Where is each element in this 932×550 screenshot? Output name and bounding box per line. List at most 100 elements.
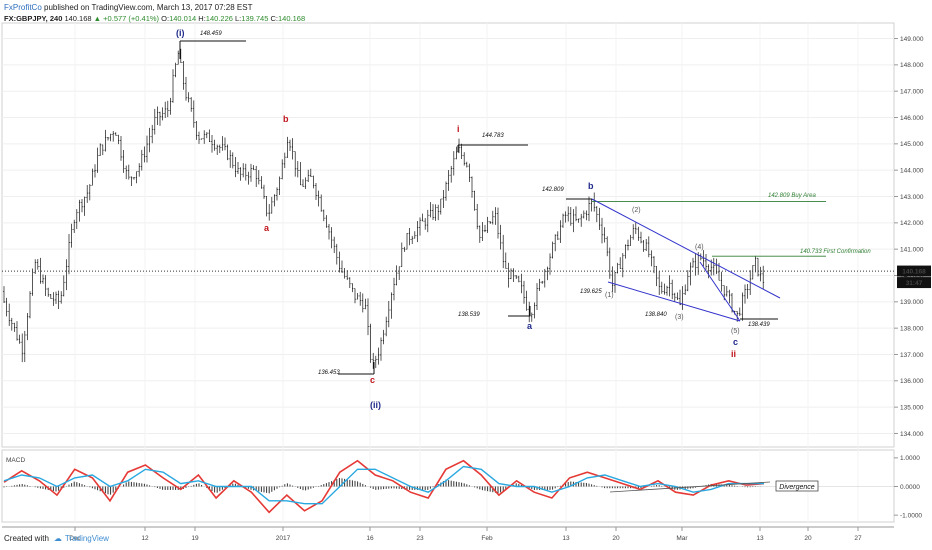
time-tick-label: 20	[804, 535, 812, 542]
wave-label-i-minor: (i)	[176, 28, 185, 38]
wave-label-b-blue: b	[588, 181, 594, 191]
time-tick-label: 27	[854, 535, 862, 542]
subwave-1: (1)	[605, 292, 614, 299]
wave-label-c-red: c	[370, 375, 375, 385]
subwave-4: (4)	[695, 244, 704, 251]
wave-label-i-red: i	[457, 124, 460, 134]
tradingview-logo[interactable]: ☁ TradingView	[54, 534, 109, 543]
countdown-tag-text: 31:47	[906, 280, 923, 287]
wave-label-ii-red: ii	[731, 349, 736, 359]
cloud-icon: ☁	[53, 534, 62, 543]
publisher-link[interactable]: FxProfitCo	[4, 3, 42, 12]
level-label-buy: 142.809 Buy Area	[768, 193, 816, 199]
wave-label-a-blue: a	[527, 321, 533, 331]
time-tick-label: 20	[612, 535, 620, 542]
price-tick-label: 143.000	[900, 194, 924, 201]
macd-title: MACD	[6, 457, 25, 464]
time-tick-label: 23	[416, 535, 424, 542]
level-lines	[592, 201, 826, 257]
price-labels: 148.459 144.783 142.809 139.625 138.539 …	[200, 31, 770, 376]
macd-line	[3, 459, 765, 514]
wave-label-a-red: a	[264, 223, 270, 233]
macd-series	[2, 459, 894, 514]
price-label-148: 148.459	[200, 31, 222, 37]
price-tick-label: 148.000	[900, 62, 924, 69]
price-pane-frame	[1, 22, 895, 448]
wedge-leg-line	[699, 261, 741, 322]
price-label-138a: 138.539	[458, 312, 480, 318]
countdown-tag	[897, 277, 931, 289]
subwave-2: (2)	[632, 207, 641, 214]
price-tick-label: 138.000	[900, 325, 924, 332]
last-price-tag	[897, 265, 931, 277]
wave-label-ii-minor: (ii)	[370, 400, 381, 410]
price-tick-label: 141.000	[900, 246, 924, 253]
price-tick-label: 147.000	[900, 88, 924, 95]
swing-level-markers	[179, 40, 778, 375]
symbol-label[interactable]: FX:GBPJPY, 240	[4, 14, 63, 23]
high-label: H:	[198, 14, 206, 23]
wedge-upper-line	[591, 198, 781, 299]
low-label: L:	[235, 14, 242, 23]
change-value: ▲ +0.577 (+0.41%)	[93, 14, 160, 23]
close-label: C:	[270, 14, 279, 23]
price-tick-label: 142.000	[900, 220, 924, 227]
footer: Created with ☁ TradingView	[4, 534, 109, 543]
created-with-text: Created with	[4, 534, 49, 543]
low-value: 139.745	[241, 14, 269, 23]
wedge-channel	[591, 198, 781, 322]
price-tick-label: 134.000	[900, 431, 924, 438]
macd-tick-label: 0.0000	[900, 484, 920, 491]
tradingview-brand: TradingView	[64, 534, 109, 543]
subwave-5: (5)	[731, 328, 740, 335]
subwave-3: (3)	[675, 314, 684, 321]
price-label-139: 139.625	[580, 289, 602, 295]
wave-label-b-red: b	[283, 114, 289, 124]
ohlc-line: FX:GBPJPY, 240 140.168 ▲ +0.577 (+0.41%)…	[4, 14, 305, 24]
macd-axis: 1.0000 0.0000 -1.0000	[894, 455, 922, 519]
price-axis[interactable]: 134.000 135.000 136.000 137.000 138.000 139.0…	[894, 36, 924, 438]
price-label-136: 136.453	[318, 370, 340, 376]
time-tick-label: 13	[756, 535, 764, 542]
time-tick-label: 16	[366, 535, 374, 542]
high-value: 140.226	[205, 14, 233, 23]
price-label-138b: 138.840	[645, 312, 667, 318]
time-axis[interactable]: Dec 12 19 2017 16 23 Feb 13 20 Mar 13 20 27	[69, 527, 862, 542]
price-series	[3, 48, 765, 369]
published-text: published on TradingView.com, March 13, …	[44, 3, 253, 12]
subwave-labels: (1) (2) (3) (4) (5)	[605, 207, 740, 335]
signal-line	[3, 465, 764, 505]
price-label-138c: 138.439	[748, 322, 770, 328]
time-tick-label: 13	[562, 535, 570, 542]
price-tick-label: 146.000	[900, 115, 924, 122]
price-tick-label: 145.000	[900, 141, 924, 148]
level-label-confirm: 140.733 First Confirmation	[800, 249, 871, 255]
wave-label-c-blue: c	[733, 337, 738, 347]
last-price: 140.168	[64, 14, 92, 23]
open-label: O:	[161, 14, 170, 23]
price-tick-label: 144.000	[900, 167, 924, 174]
price-tick-label: 149.000	[900, 36, 924, 43]
close-value: 140.168	[278, 14, 306, 23]
level-labels: 142.809 Buy Area 140.733 First Confirmat…	[768, 193, 871, 255]
wedge-lower-line	[607, 281, 741, 322]
price-tick-label: 139.000	[900, 299, 924, 306]
price-tick-label: 135.000	[900, 404, 924, 411]
price-label-142: 142.809	[542, 187, 564, 193]
divergence-box	[775, 480, 819, 492]
time-tick-label: Mar	[676, 535, 688, 542]
price-tick-label: 136.000	[900, 378, 924, 385]
last-price-tag-text: 140.168	[902, 268, 926, 275]
time-tick-label: Dec	[69, 535, 81, 542]
time-tick-label: 19	[191, 535, 199, 542]
time-tick-label: 12	[141, 535, 149, 542]
macd-tick-label: -1.0000	[900, 512, 922, 519]
open-value: 140.014	[169, 14, 197, 23]
price-tick-label: 137.000	[900, 352, 924, 359]
time-tick-label: Feb	[481, 535, 493, 542]
divergence-line	[609, 481, 771, 493]
divergence-label: Divergence	[779, 484, 815, 491]
macd-tick-label: 1.0000	[900, 455, 920, 462]
price-label-144: 144.783	[482, 133, 504, 139]
